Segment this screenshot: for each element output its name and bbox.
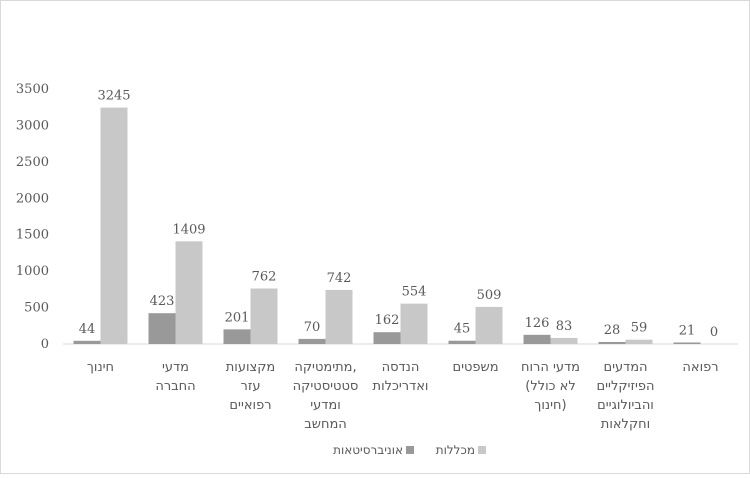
bar-colleges	[250, 288, 278, 344]
data-label: 742	[327, 271, 352, 286]
data-label: 126	[525, 316, 550, 331]
data-label: 59	[631, 321, 648, 336]
category-label: משפטים	[452, 360, 498, 375]
data-label: 28	[604, 323, 621, 338]
category-label: וחקלאות	[601, 417, 650, 432]
category-label: עזר	[241, 379, 261, 394]
category-label: חינוך	[87, 360, 114, 375]
data-label: 762	[252, 269, 277, 284]
bar-universities	[448, 340, 476, 344]
data-label: 423	[150, 294, 175, 309]
y-tick-label: 3000	[16, 118, 49, 133]
category-label: ומדעי	[310, 398, 341, 413]
y-tick-label: 1000	[16, 264, 49, 279]
bar-colleges	[400, 303, 428, 344]
bar-colleges	[550, 337, 578, 344]
category-label: הפיזיקליים	[597, 379, 655, 394]
category-label: ואדריכלות	[373, 379, 429, 394]
data-label: 201	[225, 310, 250, 325]
bar-universities	[598, 341, 626, 344]
bar-colleges	[325, 289, 353, 344]
category-label: מקצועות	[226, 360, 276, 375]
data-label: 509	[477, 288, 502, 303]
bar-universities	[148, 313, 176, 344]
y-tick-label: 2500	[16, 155, 49, 170]
data-label: 3245	[97, 89, 130, 104]
data-label: 44	[79, 322, 96, 337]
legend-swatch	[478, 446, 486, 454]
category-label: רפואיים	[229, 398, 271, 413]
category-label: חינוך)	[534, 398, 566, 413]
bar-colleges	[475, 306, 503, 344]
category-label: והביולוגיים	[597, 398, 654, 413]
legend-label: אוניברסיטאות	[333, 443, 403, 457]
y-tick-label: 2000	[16, 191, 49, 206]
data-label: 45	[454, 322, 471, 337]
category-label: מדעי הרוח	[521, 360, 580, 375]
data-label: 554	[402, 285, 427, 300]
y-tick-label: 3500	[16, 82, 49, 97]
category-label: (לא כולל	[525, 379, 575, 394]
category-label: מתימטיקה,	[294, 360, 356, 375]
category-label: סטטיסטיקה	[293, 379, 359, 394]
bar-universities	[673, 342, 701, 344]
legend-swatch	[406, 446, 414, 454]
bar-universities	[73, 340, 101, 344]
category-label: המחשב	[304, 417, 347, 432]
category-label: המדעים	[603, 360, 647, 375]
data-label: 83	[556, 319, 573, 334]
y-tick-label: 500	[24, 301, 49, 316]
data-label: 21	[679, 323, 696, 338]
category-label: הנדסה	[382, 360, 420, 375]
bar-colleges	[175, 241, 203, 344]
bar-colleges	[100, 107, 128, 344]
data-label: 1409	[172, 222, 205, 237]
bar-universities	[223, 329, 251, 344]
category-label: מדעי	[162, 360, 189, 375]
bar-universities	[298, 338, 326, 344]
y-tick-label: 1500	[16, 228, 49, 243]
y-tick-label: 0	[41, 337, 49, 352]
data-label: 70	[304, 320, 321, 335]
category-label: החברה	[155, 379, 195, 394]
data-label: 162	[375, 313, 400, 328]
bar-universities	[373, 332, 401, 344]
bar-universities	[523, 334, 551, 344]
legend-label: מכללות	[436, 443, 475, 457]
bar-colleges	[625, 339, 653, 344]
category-label: רפואה	[682, 360, 718, 375]
data-label: 0	[710, 325, 718, 340]
